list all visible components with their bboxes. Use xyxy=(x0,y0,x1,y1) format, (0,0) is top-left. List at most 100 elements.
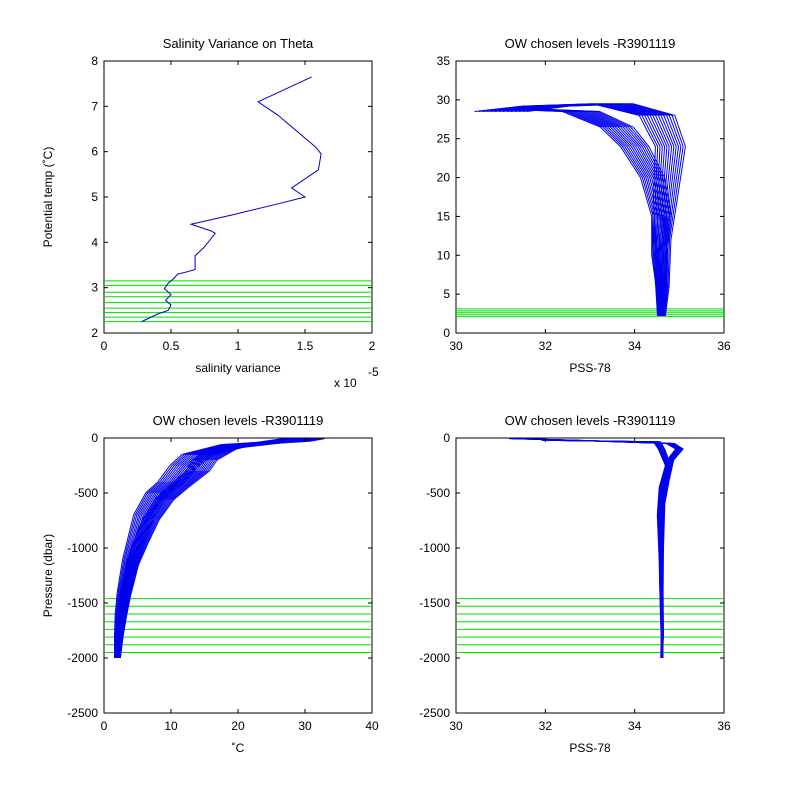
series-line xyxy=(115,438,288,659)
series-line xyxy=(524,108,663,316)
x-tick-label: 34 xyxy=(628,719,642,733)
series-line xyxy=(519,438,684,659)
y-tick-label: 2 xyxy=(91,326,98,340)
chart-title: OW chosen levels -R3901119 xyxy=(505,36,676,51)
x-tick-label: 40 xyxy=(365,719,379,733)
y-tick-label: -2500 xyxy=(67,706,98,720)
x-exponent: -5 xyxy=(368,365,379,379)
axes-box xyxy=(455,60,725,334)
y-tick-label: 0 xyxy=(443,326,450,340)
x-tick-label: 0.5 xyxy=(163,339,180,353)
y-tick-label: 7 xyxy=(91,99,98,113)
series-line xyxy=(518,108,662,316)
series-line xyxy=(502,108,659,316)
y-tick-label: 6 xyxy=(91,145,98,159)
y-tick-label: 5 xyxy=(91,190,98,204)
x-tick-label: 20 xyxy=(231,719,245,733)
series-line xyxy=(117,438,298,659)
series-line xyxy=(549,439,672,659)
series-line xyxy=(116,438,290,659)
plot-area xyxy=(104,76,372,323)
series-line xyxy=(543,108,672,316)
x-tick-label: 30 xyxy=(449,339,463,353)
y-tick-label: -1000 xyxy=(67,541,98,555)
y-tick-label: -1500 xyxy=(67,596,98,610)
panel-3: 0 10 20 30 40 -2500 -2000 -1500 -1000 -500 0 OW cho… xyxy=(41,413,379,755)
series-line xyxy=(537,108,669,316)
y-tick-label: 10 xyxy=(437,248,451,262)
x-tick-label: 30 xyxy=(298,719,312,733)
x-tick-label: 1 xyxy=(235,339,242,353)
series-line xyxy=(114,438,289,659)
series-line xyxy=(521,108,662,316)
series-line xyxy=(117,438,300,659)
x-tick-label: 34 xyxy=(628,339,642,353)
panel-1: 0 0.5 1 1.5 2 2 3 4 5 6 7 8 Salinity Variance on The… xyxy=(41,36,379,390)
y-tick-label: 0 xyxy=(91,431,98,445)
series-line xyxy=(118,438,302,659)
plot-area xyxy=(456,103,724,318)
x-axis-label: PSS-78 xyxy=(569,741,611,755)
series-line xyxy=(508,108,660,316)
axes-box xyxy=(103,437,373,714)
series-line xyxy=(119,438,312,659)
y-tick-label: 3 xyxy=(91,281,98,295)
x-axis-label: ˚C xyxy=(232,741,245,755)
axes-box xyxy=(103,60,373,334)
series-line xyxy=(115,438,286,659)
series-line xyxy=(526,103,686,316)
series-line xyxy=(514,108,661,316)
x-tick-label: 0 xyxy=(101,719,108,733)
y-tick-label: 25 xyxy=(437,132,451,146)
x-tick-label: 0 xyxy=(101,339,108,353)
series-line xyxy=(114,438,292,659)
y-tick-label: 4 xyxy=(91,235,98,249)
x-tick-label: 1.5 xyxy=(297,339,314,353)
series-line xyxy=(118,438,307,659)
y-tick-label: -500 xyxy=(74,486,98,500)
chart-title: OW chosen levels -R3901119 xyxy=(153,413,324,428)
chart-title: OW chosen levels -R3901119 xyxy=(505,413,676,428)
series-line xyxy=(511,108,661,316)
x-axis-label: PSS-78 xyxy=(569,361,611,375)
x-tick-label: 30 xyxy=(449,719,463,733)
y-tick-label: -2000 xyxy=(67,651,98,665)
series-line xyxy=(115,438,283,659)
y-tick-label: -1000 xyxy=(419,541,450,555)
y-tick-label: 35 xyxy=(437,54,451,68)
x-tick-label: 36 xyxy=(717,719,731,733)
series-line xyxy=(505,108,660,316)
x-tick-label: 2 xyxy=(369,339,376,353)
y-tick-label: 15 xyxy=(437,209,451,223)
series-line xyxy=(117,438,295,659)
series-line xyxy=(530,108,666,316)
x-tick-label: 10 xyxy=(164,719,178,733)
y-tick-label: 8 xyxy=(91,54,98,68)
axes-box xyxy=(455,437,725,714)
y-tick-label: 0 xyxy=(443,431,450,445)
y-tick-label: 20 xyxy=(437,171,451,185)
panel-2: 30 32 34 36 0 5 10 15 20 25 30 35 OW chosen levels -… xyxy=(437,36,731,375)
y-tick-label: -500 xyxy=(426,486,450,500)
chart-title: Salinity Variance on Theta xyxy=(163,36,314,51)
y-tick-label: -2000 xyxy=(419,651,450,665)
series-line xyxy=(116,438,293,659)
series-line xyxy=(119,438,315,659)
x-axis-label: salinity variance xyxy=(195,361,281,375)
series-line xyxy=(119,438,310,659)
y-tick-label: -1500 xyxy=(419,596,450,610)
y-tick-label: 5 xyxy=(443,287,450,301)
series-line xyxy=(118,438,305,659)
series-line xyxy=(527,108,665,316)
series-line xyxy=(534,108,668,316)
x-tick-label: 32 xyxy=(539,339,553,353)
y-tick-label: -2500 xyxy=(419,706,450,720)
plot-area xyxy=(456,438,724,659)
y-axis-label: Potential temp (˚C) xyxy=(41,147,55,248)
series-line xyxy=(141,76,322,323)
x-tick-label: 32 xyxy=(539,719,553,733)
x-tick-label: 36 xyxy=(717,339,731,353)
y-axis-label: Pressure (dbar) xyxy=(41,534,55,617)
series-line xyxy=(114,438,286,658)
